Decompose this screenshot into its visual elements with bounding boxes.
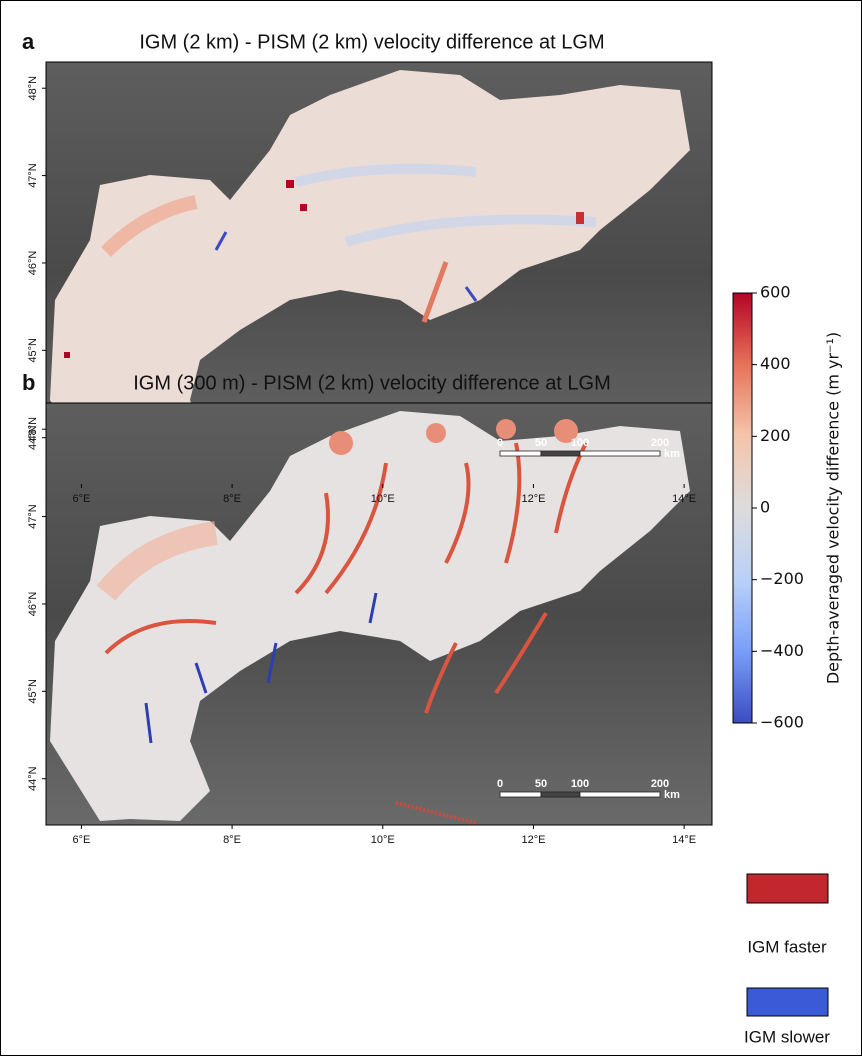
scale-bar-segment	[540, 791, 581, 798]
scale-bar-unit: km	[664, 789, 680, 801]
panel-title: IGM (300 m) - PISM (2 km) velocity diffe…	[133, 372, 611, 394]
colorbar-ramp	[732, 292, 753, 724]
y-tick-label: 45°N	[27, 679, 39, 704]
x-tick-label: 8°E	[223, 834, 241, 846]
scale-bar-segment	[579, 450, 661, 457]
legend-swatch	[746, 987, 829, 1017]
colorbar-tick-label: 0	[760, 498, 770, 517]
scale-bar-label: 50	[535, 437, 547, 449]
y-tick-label: 48°N	[27, 76, 39, 101]
scale-bar-label: 100	[571, 778, 589, 790]
scale-bar-label: 50	[535, 778, 547, 790]
legend-label: IGM faster	[747, 937, 827, 956]
panel-title: IGM (2 km) - PISM (2 km) velocity differ…	[139, 31, 604, 53]
panel-b: b IGM (300 m) - PISM (2 km) velocity dif…	[22, 370, 713, 826]
panel-letter: a	[22, 29, 35, 54]
scale-bar-label: 0	[497, 437, 503, 449]
scale-bar-segment	[579, 791, 661, 798]
panel-letter: b	[22, 370, 35, 395]
y-tick-label: 46°N	[27, 592, 39, 617]
colorbar-tick-label: −200	[760, 569, 804, 588]
colorbar-tick-label: −400	[760, 641, 804, 660]
scale-bar-label: 200	[651, 778, 669, 790]
y-tick-label: 46°N	[27, 251, 39, 276]
x-tick-label: 10°E	[371, 493, 395, 505]
y-tick-label: 44°N	[27, 766, 39, 791]
scale-bar-label: 100	[571, 437, 589, 449]
ice-field	[50, 411, 690, 825]
x-tick-label: 14°E	[672, 834, 696, 846]
scale-bar-label: 200	[651, 437, 669, 449]
scale-bar-segment	[499, 450, 542, 457]
x-tick-label: 12°E	[521, 834, 545, 846]
y-tick-label: 44°N	[27, 425, 39, 450]
x-tick-label: 12°E	[521, 493, 545, 505]
y-tick-label: 48°N	[27, 417, 39, 442]
colorbar: Depth-averaged velocity difference (m yr…	[732, 292, 843, 724]
scale-bar-label: 0	[497, 778, 503, 790]
x-tick-label: 10°E	[371, 834, 395, 846]
legend-label: IGM slower	[744, 1027, 830, 1046]
map-frame	[45, 402, 713, 826]
colorbar-tick-label: 600	[760, 283, 791, 302]
x-tick-label: 14°E	[672, 493, 696, 505]
ice-field	[50, 70, 690, 480]
colorbar-tick-label: 200	[760, 426, 791, 445]
colorbar-label: Depth-averaged velocity difference (m yr…	[824, 332, 843, 684]
y-tick-label: 47°N	[27, 163, 39, 188]
x-tick-label: 6°E	[72, 493, 90, 505]
scale-bar-unit: km	[664, 448, 680, 460]
legend: IGM faster IGM slower	[744, 873, 830, 1046]
scale-bar-segment	[540, 450, 581, 457]
legend-swatch	[746, 873, 829, 904]
x-tick-label: 8°E	[223, 493, 241, 505]
y-tick-label: 45°N	[27, 338, 39, 363]
y-tick-label: 47°N	[27, 504, 39, 529]
x-tick-label: 6°E	[72, 834, 90, 846]
colorbar-tick-label: 400	[760, 354, 791, 373]
colorbar-tick-label: −600	[760, 713, 804, 732]
scale-bar-segment	[499, 791, 542, 798]
